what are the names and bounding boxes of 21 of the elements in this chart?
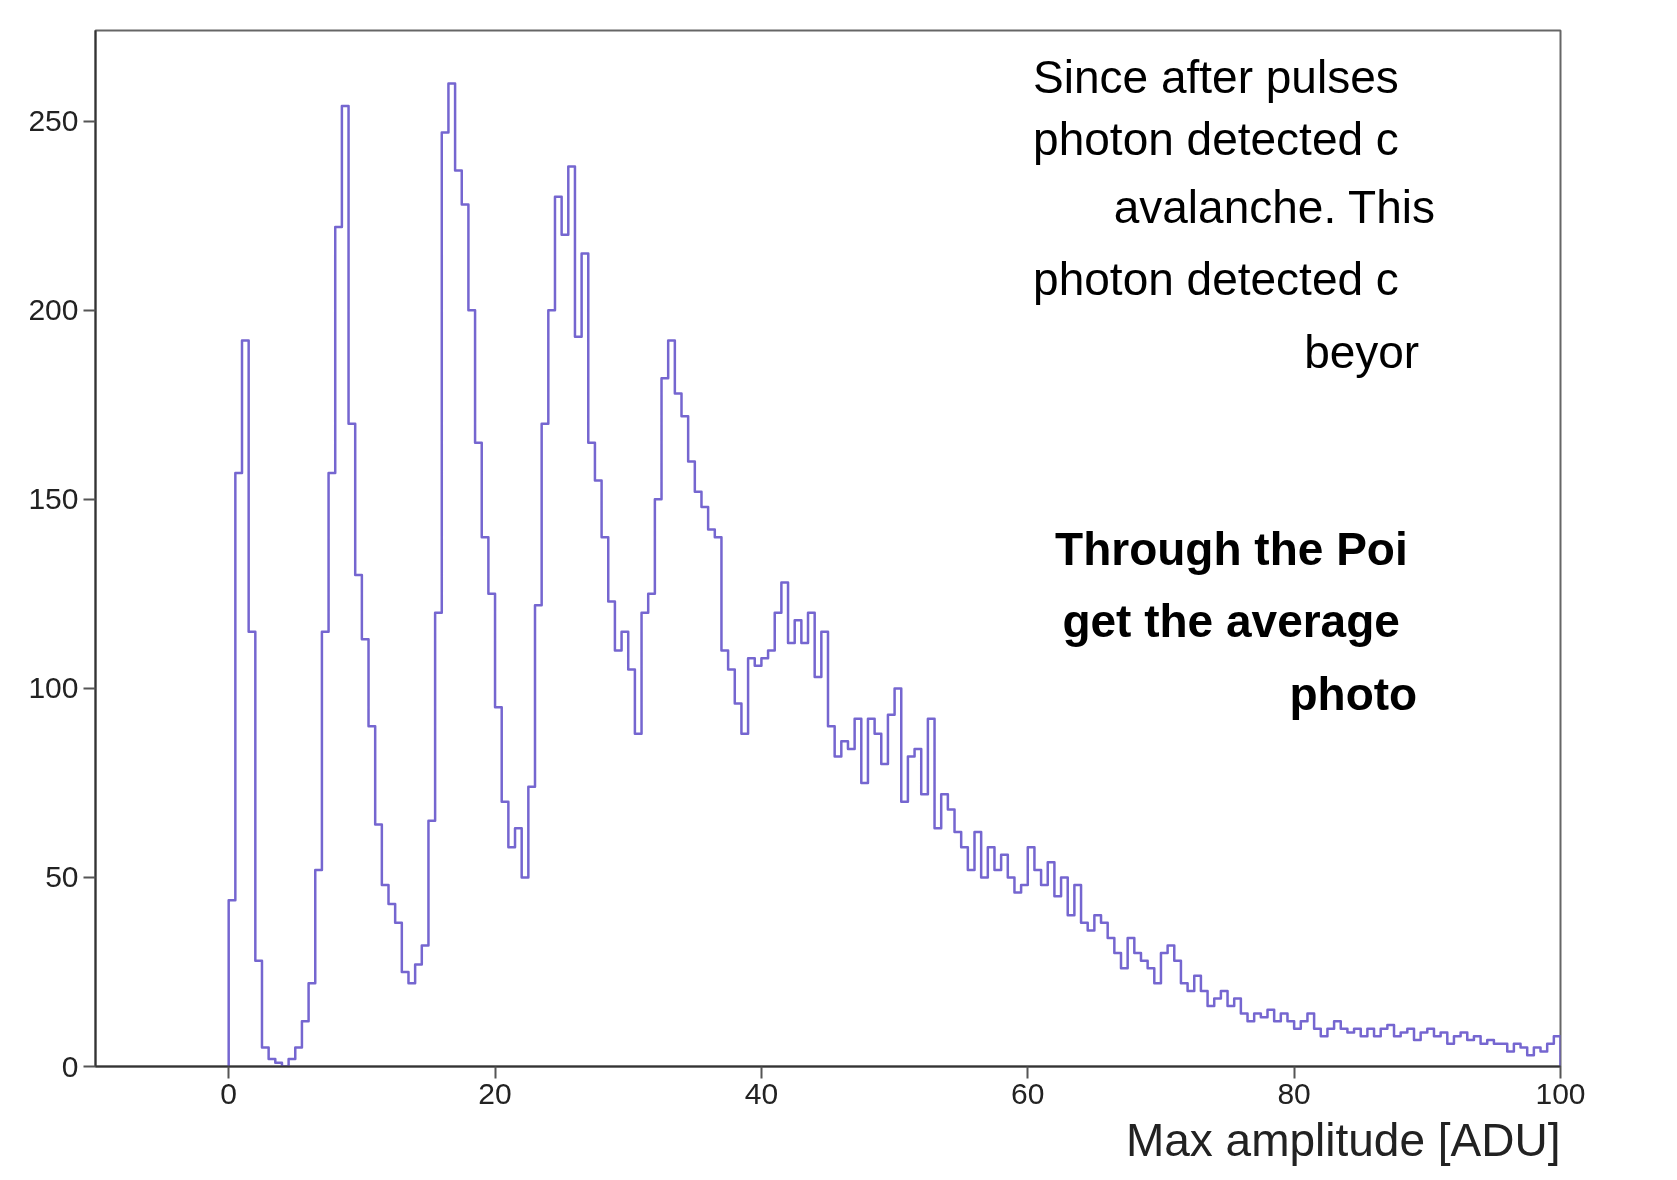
y-tick-label: 100 [28, 671, 79, 705]
annotation: photon detected c [1033, 113, 1399, 166]
x-tick-label: 20 [478, 1076, 512, 1110]
x-tick-label: 80 [1277, 1076, 1311, 1110]
x-axis-title: Max amplitude [ADU] [1125, 1113, 1561, 1166]
annotation: Since after pulses [1033, 51, 1399, 104]
annotation: Through the Poi [1055, 522, 1408, 575]
y-tick-label: 200 [28, 293, 79, 327]
y-tick-label: 250 [28, 104, 79, 138]
annotation: get the average [1062, 595, 1400, 648]
annotation: photo [1289, 667, 1418, 720]
x-tick-label: 60 [1011, 1076, 1045, 1110]
y-tick-label: 150 [28, 482, 79, 516]
x-tick-label: 40 [744, 1076, 779, 1110]
annotation: beyor [1304, 325, 1420, 378]
y-tick-label: 0 [61, 1049, 79, 1083]
y-tick-label: 50 [45, 860, 79, 894]
annotation: avalanche. This [1113, 180, 1436, 233]
annotation: photon detected c [1033, 253, 1399, 306]
x-tick-label: 0 [220, 1076, 238, 1110]
x-tick-label: 100 [1535, 1076, 1586, 1110]
